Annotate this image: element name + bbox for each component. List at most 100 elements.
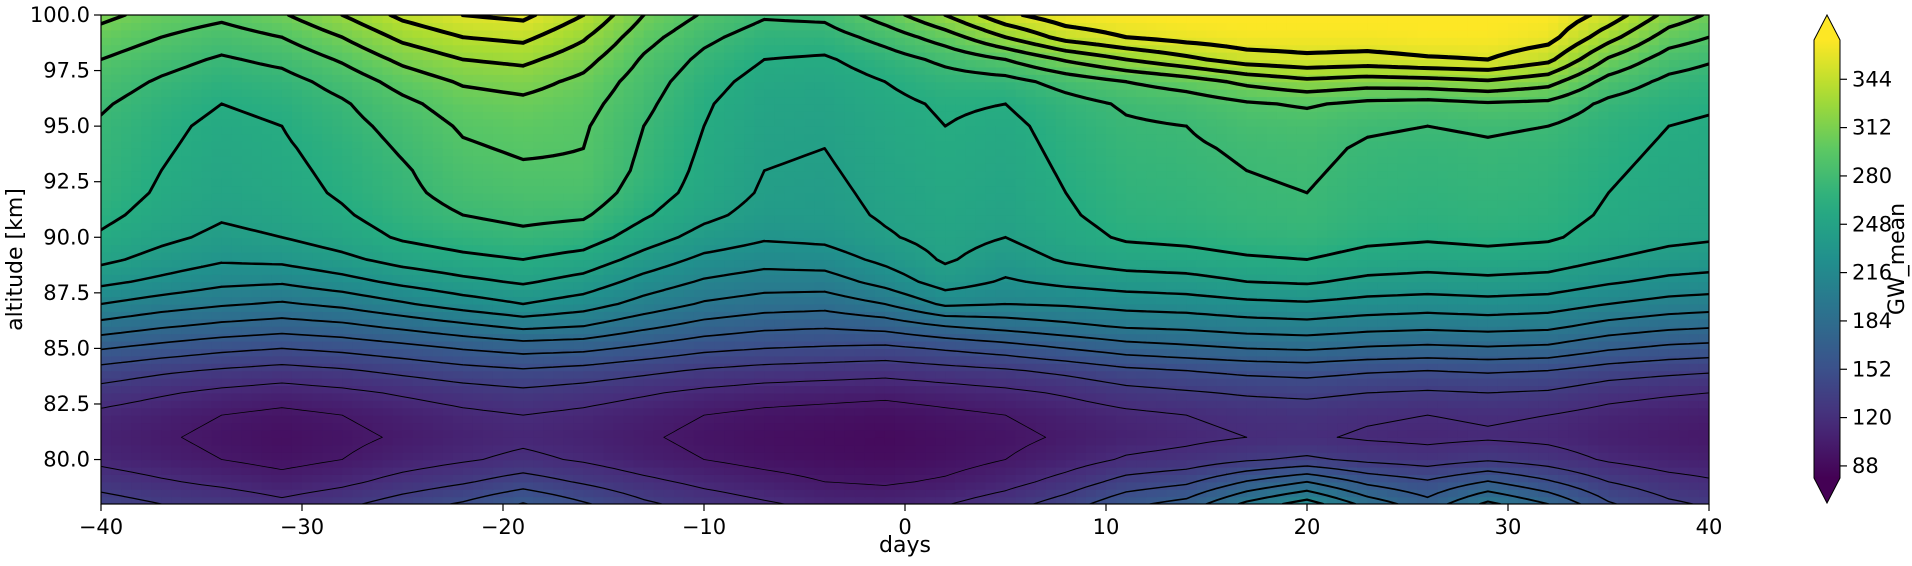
heatmap-cell bbox=[1487, 481, 1499, 490]
heatmap-cell bbox=[181, 318, 193, 327]
heatmap-cell bbox=[734, 378, 745, 387]
heatmap-cell bbox=[985, 370, 997, 379]
heatmap-cell bbox=[613, 289, 625, 298]
heatmap-cell bbox=[1417, 437, 1429, 446]
heatmap-cell bbox=[1568, 489, 1579, 498]
heatmap-cell bbox=[171, 392, 182, 401]
heatmap-cell bbox=[1085, 489, 1097, 498]
heatmap-cell bbox=[1106, 385, 1117, 394]
heatmap-cell bbox=[774, 363, 785, 372]
heatmap-cell bbox=[884, 392, 896, 401]
heatmap-cell bbox=[1166, 400, 1177, 409]
heatmap-cell bbox=[482, 303, 494, 312]
heatmap-cell bbox=[1136, 489, 1147, 498]
heatmap-cell bbox=[1608, 466, 1620, 475]
heatmap-cell bbox=[935, 437, 946, 446]
heatmap-cell bbox=[1317, 415, 1328, 424]
heatmap-cell bbox=[362, 348, 373, 357]
heatmap-cell bbox=[1116, 326, 1127, 335]
heatmap-cell bbox=[342, 466, 353, 475]
heatmap-cell bbox=[744, 474, 755, 483]
heatmap-cell bbox=[131, 496, 142, 504]
heatmap-cell bbox=[161, 385, 172, 394]
heatmap-cell bbox=[975, 355, 986, 364]
heatmap-cell bbox=[1035, 452, 1047, 461]
heatmap-cell bbox=[1085, 289, 1097, 298]
heatmap-cell bbox=[1377, 303, 1388, 312]
heatmap-cell bbox=[1678, 281, 1690, 290]
heatmap-cell bbox=[925, 296, 936, 305]
heatmap-cell bbox=[1487, 452, 1499, 461]
heatmap-cell bbox=[603, 415, 615, 424]
heatmap-cell bbox=[583, 274, 595, 283]
heatmap-cell bbox=[915, 437, 926, 446]
heatmap-cell bbox=[251, 333, 263, 342]
heatmap-cell bbox=[874, 415, 886, 424]
heatmap-cell bbox=[1357, 348, 1368, 357]
heatmap-cell bbox=[1528, 363, 1539, 372]
heatmap-cell bbox=[1055, 437, 1067, 446]
heatmap-cell bbox=[1618, 355, 1630, 364]
heatmap-cell bbox=[1688, 274, 1700, 283]
heatmap-cell bbox=[1668, 333, 1680, 342]
heatmap-cell bbox=[633, 437, 645, 446]
heatmap-cell bbox=[332, 496, 343, 504]
heatmap-cell bbox=[121, 489, 132, 498]
heatmap-cell bbox=[714, 407, 725, 416]
heatmap-cell bbox=[181, 466, 193, 475]
heatmap-cell bbox=[965, 489, 976, 498]
heatmap-cell bbox=[1568, 459, 1579, 468]
heatmap-cell bbox=[814, 392, 826, 401]
heatmap-cell bbox=[1467, 452, 1479, 461]
heatmap-cell bbox=[1638, 281, 1650, 290]
heatmap-cell bbox=[1065, 289, 1077, 298]
heatmap-cell bbox=[1075, 429, 1087, 438]
heatmap-cell bbox=[503, 415, 514, 424]
heatmap-cell bbox=[1296, 444, 1308, 453]
heatmap-cell bbox=[573, 281, 584, 290]
heatmap-cell bbox=[1307, 422, 1318, 431]
heatmap-cell bbox=[543, 378, 554, 387]
heatmap-cell bbox=[1095, 392, 1107, 401]
heatmap-cell bbox=[744, 289, 755, 298]
heatmap-cell bbox=[1688, 407, 1700, 416]
heatmap-cell bbox=[1658, 348, 1670, 357]
heatmap-cell bbox=[101, 385, 112, 394]
heatmap-cell bbox=[1236, 341, 1248, 350]
heatmap-cell bbox=[241, 400, 253, 409]
heatmap-cell bbox=[1055, 444, 1067, 453]
heatmap-cell bbox=[151, 341, 162, 350]
heatmap-cell bbox=[653, 326, 665, 335]
heatmap-cell bbox=[1698, 429, 1709, 438]
heatmap-cell bbox=[955, 303, 966, 312]
heatmap-cell bbox=[854, 474, 866, 483]
heatmap-cell bbox=[1497, 348, 1509, 357]
heatmap-cell bbox=[291, 459, 303, 468]
heatmap-cell bbox=[1106, 318, 1117, 327]
heatmap-cell bbox=[734, 452, 745, 461]
heatmap-cell bbox=[1286, 392, 1298, 401]
heatmap-cell bbox=[1598, 392, 1610, 401]
heatmap-cell bbox=[794, 363, 806, 372]
heatmap-cell bbox=[231, 289, 243, 298]
heatmap-cell bbox=[985, 385, 997, 394]
heatmap-cell bbox=[1166, 274, 1177, 283]
heatmap-cell bbox=[834, 452, 846, 461]
heatmap-cell bbox=[784, 474, 796, 483]
heatmap-cell bbox=[935, 392, 946, 401]
heatmap-cell bbox=[291, 370, 303, 379]
heatmap-cell bbox=[111, 385, 122, 394]
heatmap-cell bbox=[573, 326, 584, 335]
heatmap-cell bbox=[312, 303, 323, 312]
heatmap-cell bbox=[1578, 318, 1589, 327]
heatmap-cell bbox=[894, 296, 906, 305]
heatmap-cell bbox=[121, 429, 132, 438]
heatmap-cell bbox=[141, 318, 152, 327]
heatmap-cell bbox=[1427, 274, 1439, 283]
heatmap-cell bbox=[834, 355, 846, 364]
heatmap-cell bbox=[1678, 452, 1690, 461]
heatmap-cell bbox=[824, 370, 836, 379]
heatmap-cell bbox=[985, 474, 997, 483]
heatmap-cell bbox=[683, 348, 695, 357]
heatmap-cell bbox=[864, 281, 876, 290]
